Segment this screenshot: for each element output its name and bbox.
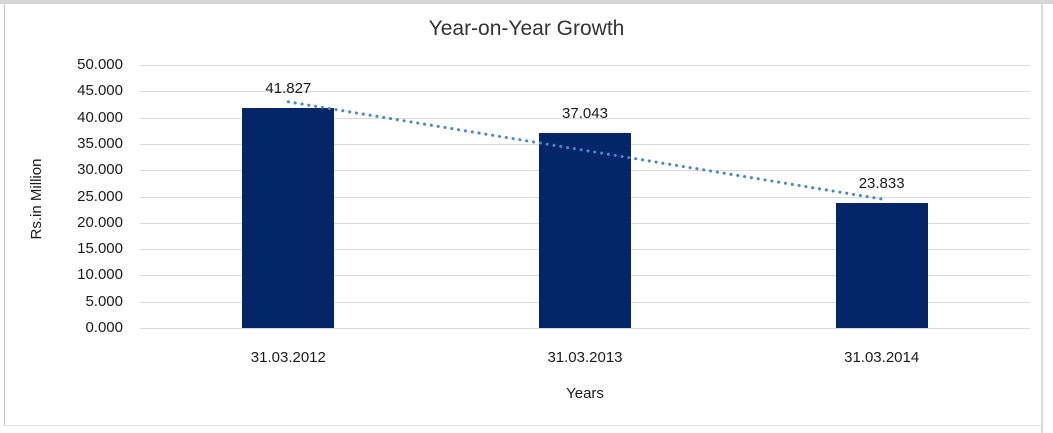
frame-edge-right [1041, 4, 1043, 433]
y-axis-title: Rs.in Million [28, 158, 45, 240]
gridline [140, 91, 1030, 93]
y-tick-label: 50.000 [77, 56, 123, 73]
bar-value-label: 37.043 [562, 105, 608, 123]
gridline [140, 328, 1030, 329]
y-tick-label: 45.000 [77, 82, 123, 100]
y-tick-label: 25.000 [77, 187, 123, 205]
frame-edge-bottom [4, 425, 1042, 426]
bar-31.03.2012 [242, 107, 335, 328]
x-tick-label: 31.03.2012 [250, 349, 326, 366]
y-tick-label: 15.000 [77, 240, 123, 258]
gridline [140, 65, 1030, 66]
chart-title: Year-on-Year Growth [428, 17, 625, 40]
y-tick-label: 20.000 [77, 213, 123, 231]
x-tick-label: 31.03.2013 [547, 349, 623, 366]
frame-edge-left [4, 4, 5, 425]
x-tick-label: 31.03.2014 [844, 349, 920, 366]
bar-31.03.2014 [835, 202, 928, 328]
y-tick-label: 40.000 [77, 108, 123, 126]
frame-edge-top [0, 0, 1053, 4]
y-tick-label: 10.000 [77, 266, 123, 284]
plot-area [140, 65, 1030, 329]
bar-31.03.2013 [539, 133, 631, 328]
y-tick-label: 30.000 [77, 161, 123, 179]
y-tick-label: 0.000 [85, 319, 123, 336]
y-tick-label: 5.000 [85, 292, 123, 310]
bar-value-label: 41.827 [265, 79, 312, 97]
y-tick-label: 35.000 [77, 134, 123, 152]
x-axis-title: Years [566, 385, 604, 402]
bar-value-label: 23.833 [858, 174, 905, 192]
